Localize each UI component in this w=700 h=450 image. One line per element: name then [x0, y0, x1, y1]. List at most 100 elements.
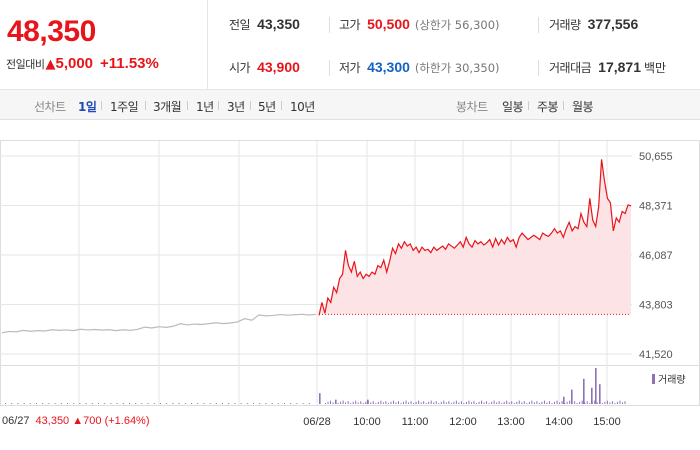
volume-bar: [616, 401, 618, 404]
volume-bar: [433, 402, 435, 404]
volume-bar: [400, 403, 402, 404]
volume-bar: [551, 403, 553, 404]
tab-daily-candle[interactable]: 일봉: [502, 100, 524, 114]
volume-bar: [91, 403, 93, 404]
quote-header: 48,350 전일대비▲5,000 +11.53% 전일 43,350 고가 50,5…: [0, 0, 700, 90]
volume-bar: [197, 403, 199, 404]
volume-bar: [589, 403, 591, 404]
volume-legend-label: 거래량: [658, 375, 686, 386]
volume-bar: [259, 403, 261, 404]
prev-day-date: 06/27: [2, 415, 30, 427]
volume-bar: [440, 401, 442, 404]
volume-bar: [265, 403, 267, 404]
turnover-value: 17,871: [598, 59, 641, 75]
tab-1-day[interactable]: 1일: [78, 100, 97, 114]
volume-bar: [450, 403, 452, 404]
volume-bar: [141, 403, 143, 404]
volume-bar: [172, 403, 174, 404]
volume-bar: [29, 403, 31, 404]
volume-bar: [345, 402, 347, 404]
volume-bar: [191, 403, 192, 404]
volume-bar: [357, 402, 359, 404]
today-price-line: [318, 159, 632, 316]
tab-separator: [218, 101, 219, 110]
volume-bar: [498, 401, 500, 404]
x-axis-label: 14:00: [545, 416, 573, 428]
volume-bar: [215, 403, 217, 404]
volume-bar: [325, 403, 326, 404]
volume-bar: [352, 401, 354, 404]
tab-weekly-candle[interactable]: 주봉: [537, 100, 559, 114]
volume-bar: [455, 400, 457, 404]
volume-bar: [430, 400, 432, 404]
change-rate: +11.53%: [100, 55, 159, 72]
volume-bar: [604, 401, 606, 404]
y-axis-label: 48,371: [639, 201, 673, 213]
volume-bar: [574, 401, 576, 404]
tab-5-years[interactable]: 5년: [258, 100, 276, 114]
volume-bar-spike: [599, 384, 601, 404]
volume-bar-spike: [591, 387, 593, 404]
tab-1-week[interactable]: 1주일: [110, 100, 139, 114]
volume-bar: [387, 403, 389, 404]
volume-bar: [443, 400, 445, 404]
volume-bar: [277, 403, 279, 404]
high-value: 50,500: [367, 16, 410, 32]
volume-bar: [246, 403, 248, 404]
tab-monthly-candle[interactable]: 월봉: [572, 100, 594, 114]
volume-bar: [526, 403, 528, 404]
volume-bar: [425, 403, 427, 404]
volume-bar: [506, 400, 508, 404]
volume-value: 377,556: [587, 16, 639, 32]
volume-bar: [621, 402, 623, 404]
volume-bar: [546, 402, 548, 404]
volume-bar: [23, 403, 25, 404]
volume-bar: [559, 402, 561, 404]
volume-bar: [418, 400, 420, 404]
tab-1-year[interactable]: 1년: [196, 100, 214, 114]
volume-bar: [360, 401, 362, 404]
volume-bar: [579, 401, 581, 404]
volume-bar: [554, 401, 556, 404]
volume-bar: [390, 401, 392, 404]
volume-bar: [397, 401, 399, 404]
volume-bar: [586, 401, 588, 404]
volume-bar: [375, 403, 377, 404]
line-chart-label: 선차트: [34, 100, 66, 114]
change-row: 전일대비▲5,000 +11.53%: [6, 53, 159, 72]
volume-bar: [556, 400, 558, 404]
volume-bar: [541, 401, 543, 404]
volume-legend: 거래량: [652, 371, 686, 386]
high-stat: 고가 50,500 (상한가 56,300): [339, 16, 500, 33]
price-summary: 48,350 전일대비▲5,000 +11.53%: [0, 0, 208, 90]
volume-bar: [380, 400, 382, 404]
low-label: 저가: [339, 61, 361, 75]
y-axis-label: 43,803: [639, 300, 673, 312]
price-chart[interactable]: 50,655 48,371 46,087 43,803 41,520 06/28 10:00…: [0, 120, 700, 450]
volume-bar: [478, 401, 480, 404]
volume-bar: [408, 402, 410, 404]
volume-bar: [606, 400, 608, 404]
prev-day-change-rate: (+1.64%): [104, 415, 150, 427]
tab-separator: [187, 101, 188, 110]
volume-bar-spike: [583, 378, 585, 404]
volume-bar-spike: [367, 399, 369, 404]
tab-3-months[interactable]: 3개월: [153, 100, 182, 114]
tab-10-years[interactable]: 10년: [290, 100, 315, 114]
tab-3-years[interactable]: 3년: [227, 100, 245, 114]
volume-bar-spike: [335, 399, 337, 404]
volume-bar: [377, 401, 379, 404]
volume-bar: [584, 402, 586, 404]
volume-bar: [395, 402, 397, 404]
volume-bar: [415, 401, 417, 404]
volume-bar: [458, 402, 460, 404]
volume-bar: [420, 402, 422, 404]
volume-bar: [330, 400, 332, 404]
change-value: 5,000: [55, 55, 94, 72]
volume-bar: [488, 403, 490, 404]
volume-bar: [609, 402, 611, 404]
open-value: 43,900: [257, 59, 300, 75]
volume-bar: [290, 403, 292, 404]
volume-bar: [342, 400, 344, 404]
volume-bar: [234, 403, 236, 404]
